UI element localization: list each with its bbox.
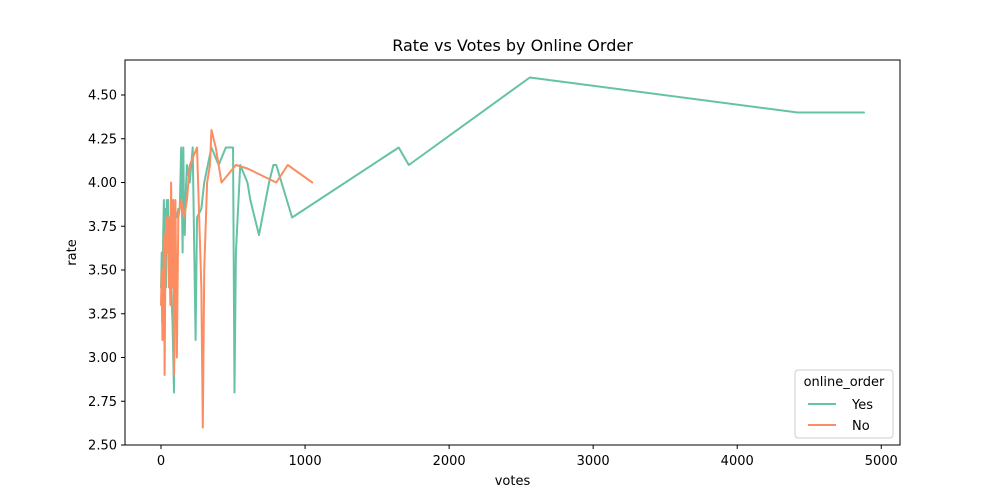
- x-tick-label: 3000: [577, 454, 610, 469]
- x-tick-label: 0: [157, 454, 165, 469]
- x-tick-label: 2000: [433, 454, 466, 469]
- y-tick-label: 3.75: [88, 220, 117, 235]
- legend-label-yes: Yes: [851, 398, 873, 413]
- y-tick-label: 4.00: [88, 176, 117, 191]
- y-tick-label: 2.75: [88, 395, 117, 410]
- y-tick-label: 4.25: [88, 132, 117, 147]
- y-tick-label: 4.50: [88, 89, 117, 104]
- chart-title: Rate vs Votes by Online Order: [392, 36, 633, 55]
- y-tick-label: 3.25: [88, 307, 117, 322]
- x-axis-label: votes: [495, 474, 531, 489]
- x-tick-label: 1000: [289, 454, 322, 469]
- y-tick-label: 3.00: [88, 351, 117, 366]
- x-tick-label: 4000: [721, 454, 754, 469]
- y-axis-label: rate: [65, 239, 80, 265]
- legend: online_order Yes No: [795, 370, 893, 438]
- legend-title: online_order: [804, 375, 885, 390]
- x-tick-label: 5000: [865, 454, 898, 469]
- legend-label-no: No: [852, 419, 870, 434]
- y-tick-label: 3.50: [88, 264, 117, 279]
- y-tick-label: 2.50: [88, 439, 117, 454]
